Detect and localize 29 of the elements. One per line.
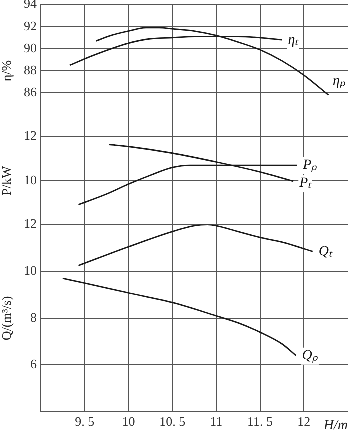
series-label: ηₜ (288, 32, 300, 48)
y-axis-title: P/kW (0, 165, 14, 196)
x-axis-title: H/m (322, 418, 348, 434)
y-tick-label: 12 (24, 128, 37, 144)
x-tick-label: 10. 5 (160, 414, 186, 430)
x-tick-label: 12 (298, 414, 311, 430)
y-axis-title: Q/(m³/s) (0, 296, 14, 341)
y-tick-label: 10 (24, 172, 37, 188)
y-tick-label: 8 (30, 310, 37, 325)
series-label: Qₜ (318, 244, 334, 260)
series-label: Pₜ (298, 176, 312, 192)
series-label: Pₚ (302, 158, 318, 174)
x-tick-label: 11 (210, 414, 223, 430)
y-tick-label: 10 (24, 263, 37, 278)
x-tick-label: 11. 5 (248, 414, 274, 430)
line-series (62, 278, 297, 357)
y-axis-title: η/% (0, 60, 14, 82)
series-label: ηₚ (333, 74, 346, 89)
x-tick-label: 9. 5 (75, 414, 95, 430)
line-series (78, 224, 314, 266)
y-tick-label: 92 (24, 18, 37, 34)
y-tick-label: 6 (30, 356, 38, 372)
series-label: Qₚ (302, 348, 318, 364)
y-tick-label: 94 (24, 0, 38, 12)
y-tick-label: 12 (24, 216, 37, 232)
y-tick-label: 86 (24, 84, 38, 100)
y-tick-label: 88 (24, 62, 37, 78)
x-tick-label: 10 (122, 414, 136, 430)
y-tick-label: 90 (24, 40, 37, 56)
